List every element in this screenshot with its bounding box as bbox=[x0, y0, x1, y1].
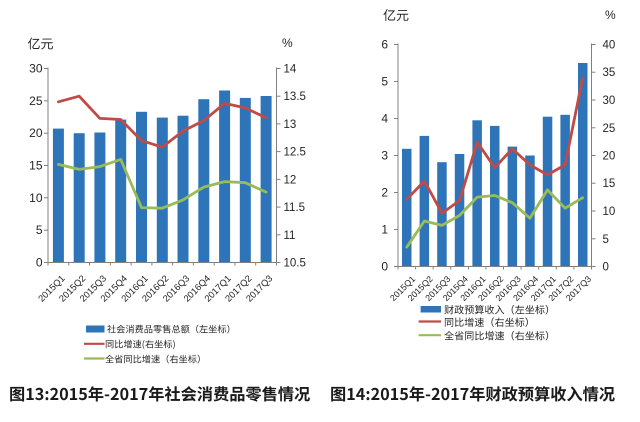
svg-text:30: 30 bbox=[29, 62, 43, 76]
svg-text:13.5: 13.5 bbox=[284, 91, 306, 103]
svg-text:%: % bbox=[605, 8, 616, 22]
svg-text:10: 10 bbox=[603, 206, 616, 218]
svg-text:12: 12 bbox=[284, 174, 297, 186]
svg-text:35: 35 bbox=[603, 67, 616, 79]
svg-text:2: 2 bbox=[381, 186, 388, 200]
svg-text:5: 5 bbox=[36, 223, 43, 237]
svg-text:11: 11 bbox=[284, 230, 296, 242]
svg-text:11.5: 11.5 bbox=[284, 202, 306, 214]
svg-text:15: 15 bbox=[603, 178, 616, 190]
svg-text:40: 40 bbox=[603, 40, 616, 52]
svg-text:0: 0 bbox=[36, 256, 43, 270]
svg-text:12.5: 12.5 bbox=[284, 147, 306, 159]
svg-text:5: 5 bbox=[603, 234, 609, 246]
svg-text:25: 25 bbox=[29, 94, 43, 108]
svg-text:15: 15 bbox=[29, 159, 43, 173]
svg-text:6: 6 bbox=[381, 38, 388, 52]
svg-text:10: 10 bbox=[29, 191, 43, 205]
svg-text:3: 3 bbox=[381, 149, 388, 163]
svg-text:14: 14 bbox=[284, 64, 297, 76]
svg-text:%: % bbox=[282, 36, 293, 50]
svg-text:5: 5 bbox=[381, 75, 388, 89]
svg-text:1: 1 bbox=[381, 223, 388, 237]
svg-text:13: 13 bbox=[284, 119, 297, 131]
svg-text:0: 0 bbox=[381, 260, 388, 274]
svg-text:20: 20 bbox=[29, 126, 43, 140]
svg-text:10.5: 10.5 bbox=[284, 258, 306, 270]
svg-text:20: 20 bbox=[603, 151, 616, 163]
svg-text:4: 4 bbox=[381, 112, 388, 126]
svg-text:30: 30 bbox=[603, 95, 616, 107]
svg-text:25: 25 bbox=[603, 123, 616, 135]
svg-text:0: 0 bbox=[603, 262, 609, 274]
